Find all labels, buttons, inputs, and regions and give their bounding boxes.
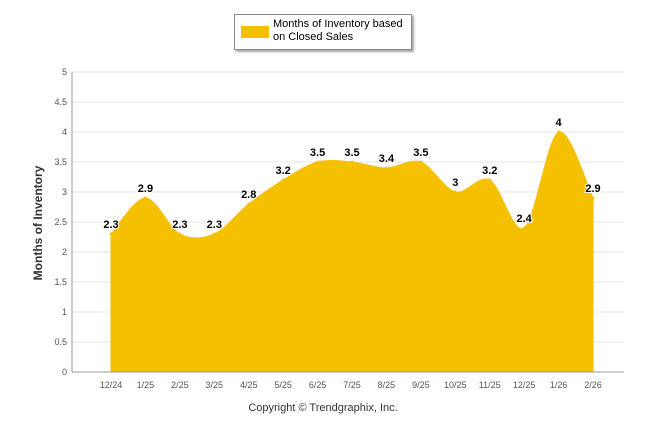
data-label: 3.5 bbox=[413, 147, 428, 159]
data-point[interactable] bbox=[109, 232, 113, 236]
x-tick-label: 9/25 bbox=[412, 380, 430, 390]
y-tick-label: 4 bbox=[62, 127, 67, 137]
axes bbox=[71, 72, 624, 373]
data-label: 3.4 bbox=[379, 153, 395, 165]
y-tick-label: 2.5 bbox=[54, 217, 67, 227]
data-point[interactable] bbox=[419, 160, 423, 164]
x-tick-label: 7/25 bbox=[343, 380, 361, 390]
area-fill bbox=[110, 131, 594, 373]
y-tick-label: 0 bbox=[62, 367, 67, 377]
x-tick-labels: 12/24 1/25 2/25 3/25 4/25 5/25 6/25 7/25 8/25 9/2… bbox=[100, 380, 602, 390]
data-label: 3 bbox=[452, 177, 458, 189]
copyright-text: Copyright © Trendgraphix, Inc. bbox=[248, 402, 398, 414]
y-tick-labels: 0 0.5 1 1.5 2 2.5 3 3.5 4 4.5 5 bbox=[54, 67, 67, 377]
data-label: 2.3 bbox=[172, 219, 187, 231]
legend-swatch bbox=[241, 26, 269, 38]
y-tick-label: 1.5 bbox=[54, 277, 67, 287]
data-label: 2.8 bbox=[241, 189, 256, 201]
x-tick-label: 4/25 bbox=[240, 380, 258, 390]
data-point[interactable] bbox=[247, 202, 251, 206]
data-point[interactable] bbox=[453, 190, 457, 194]
data-point[interactable] bbox=[178, 232, 182, 236]
data-point[interactable] bbox=[316, 160, 320, 164]
data-label: 2.3 bbox=[103, 219, 118, 231]
data-point[interactable] bbox=[557, 130, 561, 134]
x-tick-label: 11/25 bbox=[479, 380, 501, 390]
data-label: 3.5 bbox=[344, 147, 359, 159]
data-label: 2.9 bbox=[585, 183, 600, 195]
x-tick-label: 12/24 bbox=[100, 380, 123, 390]
data-point[interactable] bbox=[143, 196, 147, 200]
x-tick-label: 12/25 bbox=[513, 380, 536, 390]
data-point[interactable] bbox=[350, 160, 354, 164]
data-label: 3.2 bbox=[276, 165, 291, 177]
data-point[interactable] bbox=[212, 232, 216, 236]
x-tick-label: 3/25 bbox=[206, 380, 224, 390]
y-tick-label: 1 bbox=[62, 307, 67, 317]
x-tick-label: 10/25 bbox=[444, 380, 467, 390]
x-tick-label: 1/26 bbox=[550, 380, 568, 390]
legend[interactable]: Months of Inventory based on Closed Sale… bbox=[234, 14, 412, 50]
data-label: 4 bbox=[556, 117, 563, 129]
y-tick-label: 3.5 bbox=[54, 157, 67, 167]
x-tick-label: 5/25 bbox=[274, 380, 292, 390]
data-label: 3.2 bbox=[482, 165, 497, 177]
y-axis-title: Months of Inventory bbox=[31, 165, 45, 280]
x-tick-label: 1/25 bbox=[137, 380, 155, 390]
y-tick-label: 2 bbox=[62, 247, 67, 257]
y-tick-label: 0.5 bbox=[54, 337, 67, 347]
area-series bbox=[110, 131, 594, 373]
data-label: 2.3 bbox=[207, 219, 222, 231]
data-labels: 2.3 2.9 2.3 2.3 2.8 3.2 3.5 3.5 3.4 3.5 3 3.2 2.4 4 2.… bbox=[102, 116, 602, 236]
legend-label: Months of Inventory based on Closed Sale… bbox=[273, 18, 403, 43]
y-tick-label: 4.5 bbox=[54, 97, 67, 107]
data-point[interactable] bbox=[281, 178, 285, 182]
x-tick-label: 6/25 bbox=[309, 380, 327, 390]
data-point[interactable] bbox=[488, 178, 492, 182]
data-label: 2.9 bbox=[138, 183, 153, 195]
x-tick-label: 2/26 bbox=[584, 380, 602, 390]
x-tick-label: 8/25 bbox=[378, 380, 396, 390]
data-point[interactable] bbox=[591, 196, 595, 200]
y-tick-label: 5 bbox=[62, 67, 67, 77]
data-label: 2.4 bbox=[517, 213, 533, 225]
x-tick-label: 2/25 bbox=[171, 380, 189, 390]
data-point[interactable] bbox=[522, 226, 526, 230]
data-point[interactable] bbox=[384, 166, 388, 170]
y-tick-label: 3 bbox=[62, 187, 67, 197]
data-label: 3.5 bbox=[310, 147, 325, 159]
